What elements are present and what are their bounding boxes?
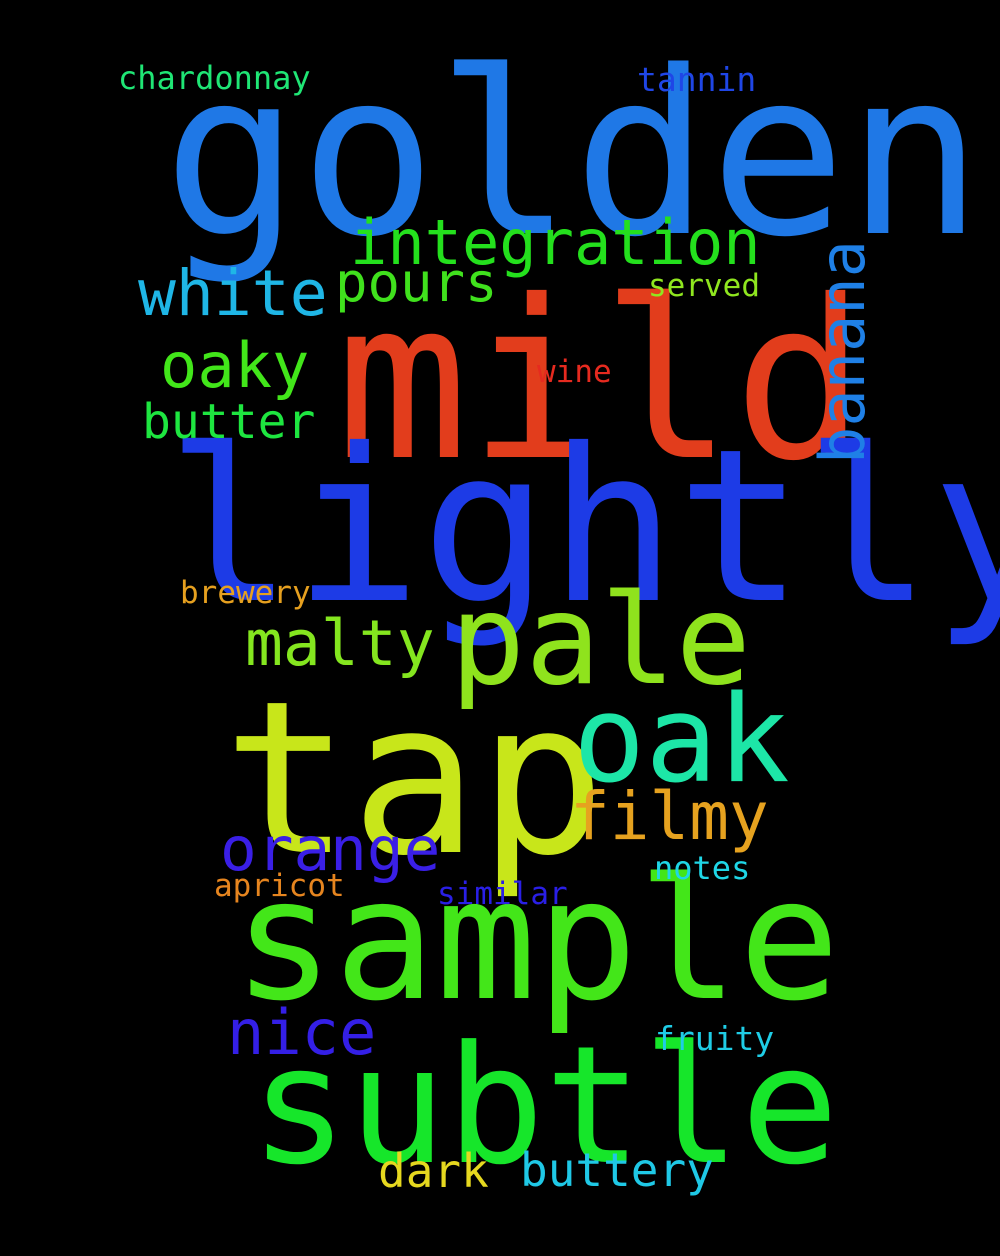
word-pours: pours [335, 251, 498, 314]
word-notes: notes [654, 849, 751, 887]
word-filmy: filmy [570, 778, 769, 855]
word-brewery: brewery [180, 575, 311, 611]
word-tannin: tannin [637, 60, 757, 99]
word-tap: tap [223, 655, 606, 902]
word-butter: butter [142, 394, 316, 450]
word-dark: dark [378, 1144, 489, 1198]
word-golden: golden [163, 22, 983, 287]
word-wine: wine [537, 354, 612, 390]
word-mild: mild [336, 253, 866, 509]
word-chardonnay: chardonnay [118, 59, 311, 97]
word-apricot: apricot [214, 868, 345, 904]
word-oak: oak [573, 671, 790, 810]
word-sample: sample [233, 842, 840, 1038]
word-oaky: oaky [160, 329, 310, 402]
word-integration: integration [350, 206, 761, 279]
word-orange: orange [220, 814, 441, 885]
word-white: white [138, 257, 328, 330]
word-banana: banana [806, 240, 879, 464]
word-nice: nice [227, 996, 377, 1069]
word-malty: malty [245, 607, 435, 680]
word-lightly: lightly [166, 403, 1000, 650]
word-similar: similar [437, 876, 568, 912]
word-fruity: fruity [655, 1019, 775, 1058]
word-buttery: buttery [520, 1143, 714, 1197]
word-subtle: subtle [250, 1012, 839, 1201]
word-pale: pale [450, 568, 752, 713]
word-served: served [648, 268, 760, 304]
